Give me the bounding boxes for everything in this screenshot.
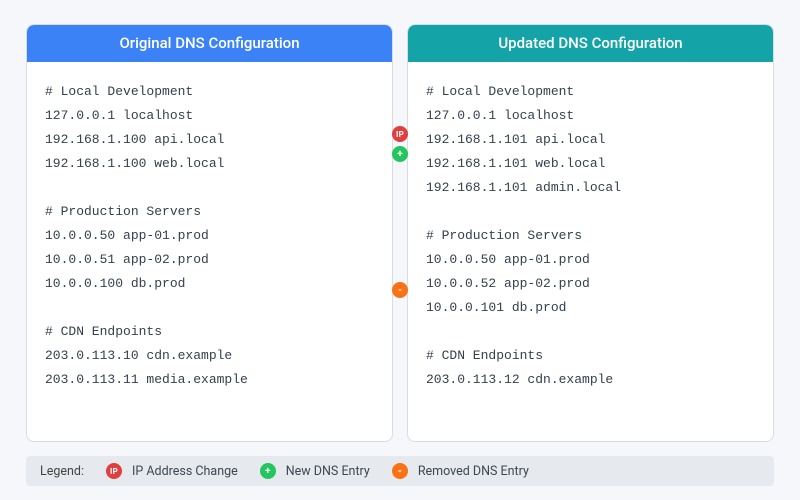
legend-item-new: + New DNS Entry xyxy=(260,463,370,479)
left-panel: Original DNS Configuration # Local Devel… xyxy=(26,24,393,442)
ip-change-icon: IP xyxy=(106,463,122,479)
legend-item-ip: IP IP Address Change xyxy=(106,463,238,479)
right-panel: Updated DNS Configuration # Local Develo… xyxy=(407,24,774,442)
legend-item-removed: - Removed DNS Entry xyxy=(392,463,529,479)
new-entry-icon: + xyxy=(392,146,408,162)
left-panel-body: # Local Development 127.0.0.1 localhost … xyxy=(27,62,392,402)
diff-markers-gutter: IP + - xyxy=(390,24,410,442)
legend-bar: Legend: IP IP Address Change + New DNS E… xyxy=(26,456,774,486)
new-entry-icon: + xyxy=(260,463,276,479)
right-panel-body: # Local Development 127.0.0.1 localhost … xyxy=(408,62,773,402)
removed-entry-icon: - xyxy=(392,282,408,298)
legend-text: IP Address Change xyxy=(132,464,238,479)
ip-change-icon: IP xyxy=(392,126,408,142)
legend-label: Legend: xyxy=(40,464,84,479)
diff-panels: Original DNS Configuration # Local Devel… xyxy=(26,24,774,442)
right-panel-header: Updated DNS Configuration xyxy=(408,25,773,62)
legend-text: New DNS Entry xyxy=(286,464,370,479)
removed-entry-icon: - xyxy=(392,463,408,479)
legend-text: Removed DNS Entry xyxy=(418,464,529,479)
left-panel-header: Original DNS Configuration xyxy=(27,25,392,62)
